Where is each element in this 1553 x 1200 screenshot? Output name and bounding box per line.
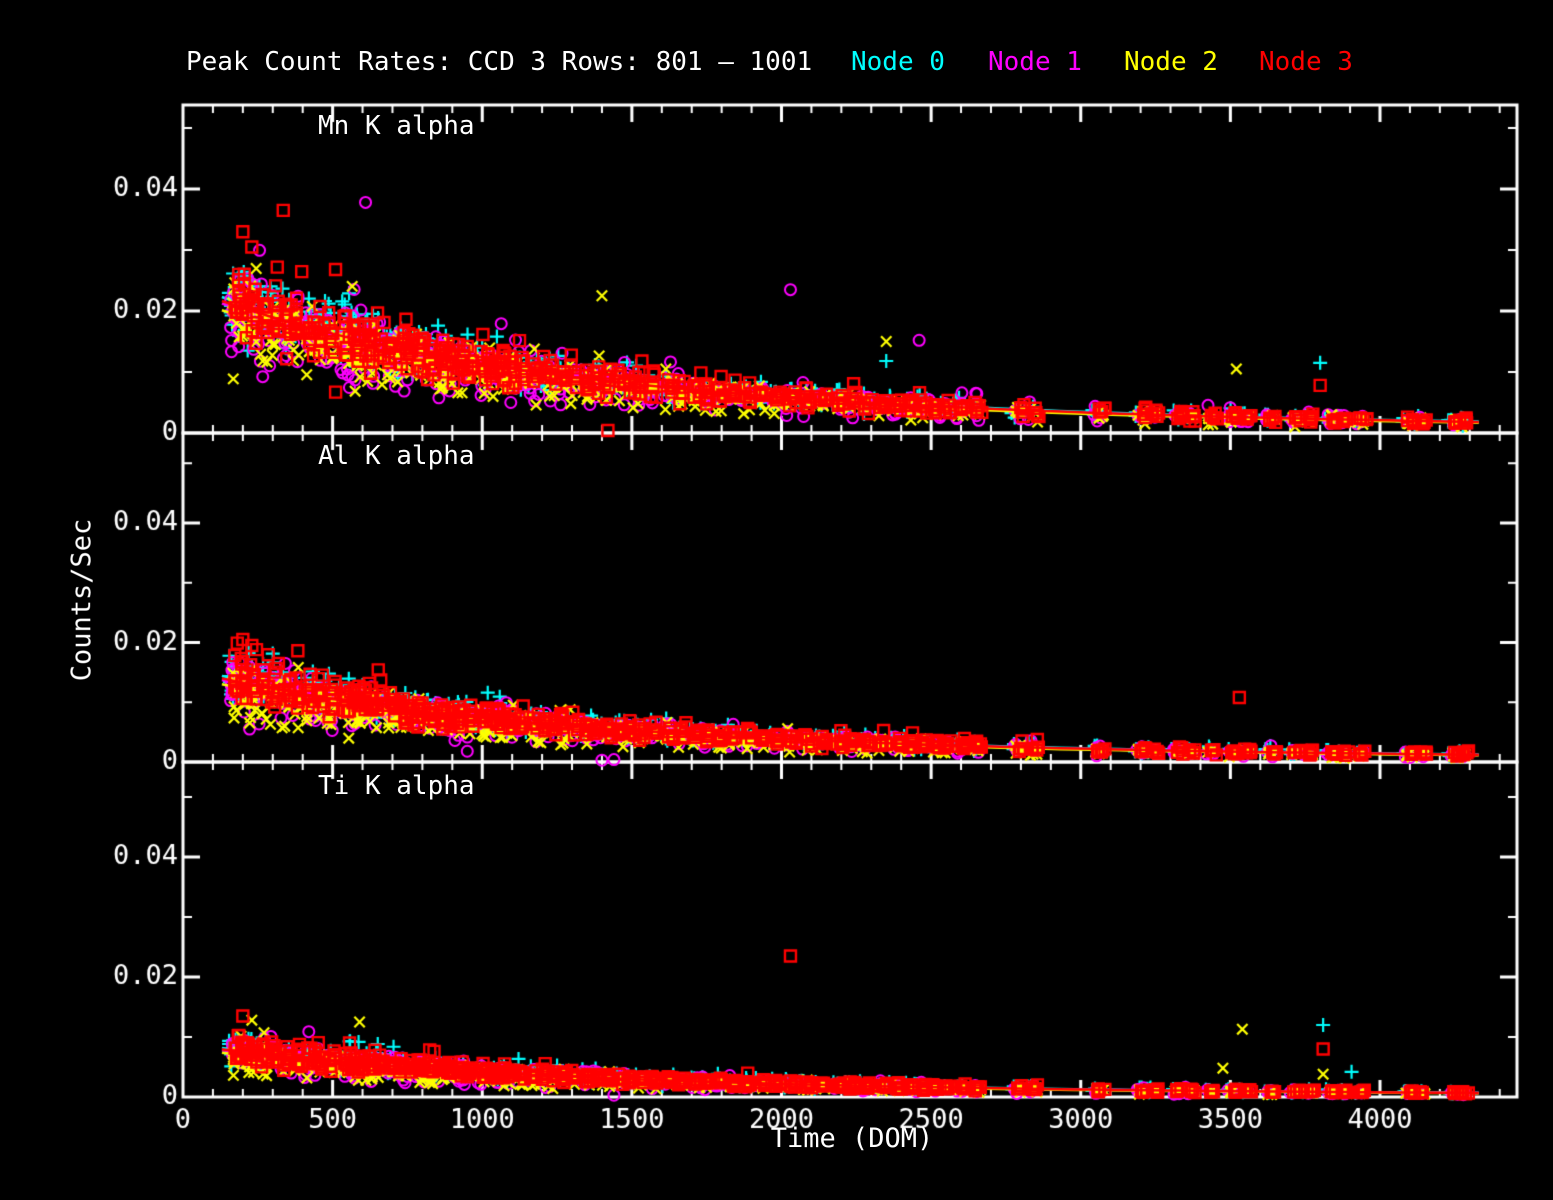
panel-label-al-k-alpha: Al K alpha [318,441,475,471]
y-axis-title: Counts/Sec [66,518,98,682]
legend-node-3: Node 3 [1259,47,1353,77]
legend-node-2: Node 2 [1124,47,1218,77]
panel-label-mn-k-alpha: Mn K alpha [318,111,475,141]
legend-node-1: Node 1 [988,47,1082,77]
x-axis-title: Time (DOM) [770,1123,934,1154]
panel-label-ti-k-alpha: Ti K alpha [318,771,475,801]
chart-title: Peak Count Rates: CCD 3 Rows: 801 – 1001 [186,47,813,77]
legend-node-0: Node 0 [851,47,945,77]
